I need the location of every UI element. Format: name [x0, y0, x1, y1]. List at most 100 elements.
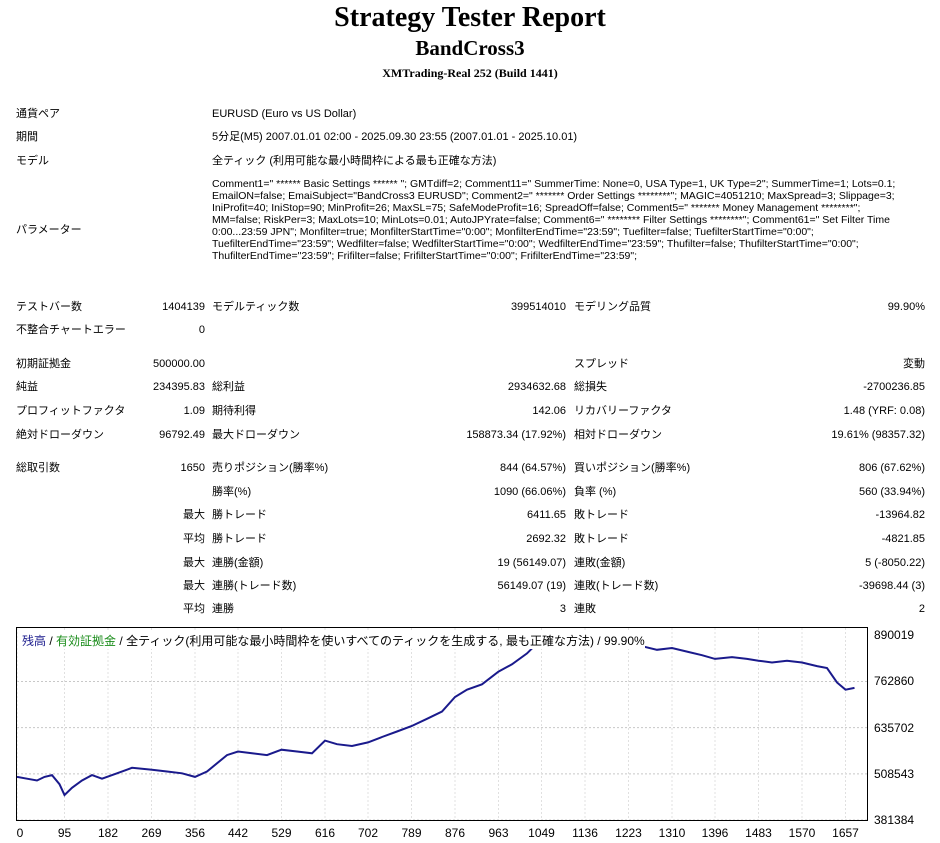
x-tick-label: 1483	[745, 826, 772, 840]
x-tick-label: 1049	[528, 826, 555, 840]
balance-series-line	[17, 637, 855, 797]
avg-consec-loss-value: 2	[918, 603, 925, 615]
mismatch-label: 不整合チャートエラー	[16, 324, 126, 336]
model-label: モデル	[16, 155, 49, 167]
lossrate-value: 560 (33.94%)	[858, 486, 925, 498]
x-tick-label: 876	[444, 826, 466, 840]
x-tick-label: 1136	[572, 826, 598, 840]
max-word-3: 最大	[183, 580, 205, 592]
avg-loss-value: -4821.85	[881, 533, 925, 545]
legend-model: 全ティック(利用可能な最小時間枠を使いすべてのティックを生成する, 最も正確な方…	[126, 634, 645, 648]
spread-label: スプレッド	[574, 358, 629, 370]
x-tick-label: 442	[227, 826, 249, 840]
netprofit-label: 純益	[16, 381, 38, 393]
x-tick-label: 1310	[658, 826, 686, 840]
balance-chart: 残高 / 有効証拠金 / 全ティック(利用可能な最小時間枠を使いすべてのティック…	[16, 627, 868, 821]
expected-label: 期待利得	[212, 405, 256, 417]
consec-loss-cnt-value: -39698.44 (3)	[858, 580, 925, 592]
avg-consec-win-label: 連勝	[212, 603, 234, 615]
x-tick-label: 529	[271, 826, 292, 840]
ticks-label: モデルティック数	[212, 301, 300, 313]
balance-chart-svg	[17, 628, 867, 820]
y-tick-label: 762860	[874, 674, 915, 689]
legend-sep-2: /	[116, 634, 127, 648]
ea-name: BandCross3	[415, 36, 525, 60]
bars-label: テストバー数	[16, 301, 82, 313]
maxdd-label: 最大ドローダウン	[212, 429, 300, 441]
max-word-2: 最大	[183, 557, 205, 569]
spread-value: 変動	[903, 358, 925, 370]
avg-win-label: 勝トレード	[212, 533, 267, 545]
deposit-value: 500000.00	[153, 358, 205, 370]
x-tick-label: 789	[401, 826, 422, 840]
x-tick-label: 963	[488, 826, 509, 840]
consec-win-cnt-value: 56149.07 (19)	[497, 580, 567, 592]
x-tick-label: 1223	[615, 826, 642, 840]
absdd-value: 96792.49	[159, 429, 205, 441]
avg-word: 平均	[183, 533, 205, 545]
grossloss-label: 総損失	[574, 381, 607, 393]
pf-label: プロフィットファクタ	[16, 405, 126, 417]
lossrate-label: 負率 (%)	[574, 486, 617, 498]
avg-word-2: 平均	[183, 603, 205, 615]
avg-win-value: 2692.32	[526, 533, 566, 545]
reldd-label: 相対ドローダウン	[574, 429, 662, 441]
avg-consec-win-value: 3	[559, 603, 566, 615]
recovery-value: 1.48 (YRF: 0.08)	[843, 405, 925, 417]
x-tick-label: 616	[314, 826, 336, 840]
largest-win-label: 勝トレード	[212, 509, 267, 521]
pair-value: EURUSD (Euro vs US Dollar)	[212, 108, 357, 120]
x-tick-label: 702	[357, 826, 379, 840]
y-tick-label: 381384	[874, 813, 915, 827]
consec-loss-amt-value: 5 (-8050.22)	[865, 557, 925, 569]
x-tick-label: 356	[184, 826, 206, 840]
x-tick-label: 269	[141, 826, 162, 840]
params-label: パラメーター	[16, 224, 82, 236]
avg-consec-loss-label: 連敗	[574, 603, 596, 615]
short-value: 844 (64.57%)	[499, 462, 566, 474]
trades-value: 1650	[180, 462, 205, 474]
mismatch-value: 0	[198, 324, 205, 336]
period-label: 期間	[16, 131, 38, 143]
consec-loss-amt-label: 連敗(金額)	[574, 557, 626, 569]
consec-win-cnt-label: 連勝(トレード数)	[212, 580, 297, 592]
consec-loss-cnt-label: 連敗(トレード数)	[574, 580, 659, 592]
x-tick-label: 1396	[701, 826, 729, 840]
consec-win-amt-label: 連勝(金額)	[212, 557, 264, 569]
y-tick-label: 890019	[874, 628, 915, 643]
winrate-label: 勝率(%)	[212, 486, 252, 498]
legend-equity: 有効証拠金	[56, 634, 117, 648]
pair-label: 通貨ペア	[16, 108, 60, 120]
quality-label: モデリング品質	[574, 301, 651, 313]
long-label: 買いポジション(勝率%)	[574, 462, 691, 474]
expected-value: 142.06	[532, 405, 566, 417]
x-tick-label: 182	[97, 826, 119, 840]
y-tick-label: 635702	[874, 720, 915, 735]
chart-legend: 残高 / 有効証拠金 / 全ティック(利用可能な最小時間枠を使いすべてのティック…	[22, 632, 645, 649]
reldd-value: 19.61% (98357.32)	[831, 429, 925, 441]
period-value: 5分足(M5) 2007.01.01 02:00 - 2025.09.30 23…	[212, 131, 578, 143]
netprofit-value: 234395.83	[153, 381, 205, 393]
largest-win-value: 6411.65	[527, 509, 566, 521]
grossloss-value: -2700236.85	[863, 381, 925, 393]
x-tick-label: 0	[16, 826, 24, 840]
report-title: Strategy Tester Report	[334, 2, 606, 33]
deposit-label: 初期証拠金	[16, 358, 71, 370]
x-tick-label: 1570	[788, 826, 816, 840]
trades-label: 総取引数	[16, 462, 60, 474]
params-value: Comment1=" ****** Basic Settings ****** …	[212, 178, 896, 262]
grossprofit-label: 総利益	[212, 381, 245, 393]
model-value: 全ティック (利用可能な最小時間枠による最も正確な方法)	[212, 155, 497, 167]
x-tick-label: 1657	[832, 826, 859, 840]
largest-loss-value: -13964.82	[875, 509, 925, 521]
quality-value: 99.90%	[887, 301, 925, 313]
x-tick-label: 95	[57, 826, 72, 840]
grossprofit-value: 2934632.68	[507, 381, 566, 393]
long-value: 806 (67.62%)	[858, 462, 925, 474]
legend-balance: 残高	[22, 634, 47, 648]
server-info: XMTrading-Real 252 (Build 1441)	[382, 66, 558, 80]
short-label: 売りポジション(勝率%)	[212, 462, 329, 474]
maxdd-value: 158873.34 (17.92%)	[466, 429, 566, 441]
recovery-label: リカバリーファクタ	[574, 405, 672, 417]
y-tick-label: 508543	[874, 766, 915, 781]
